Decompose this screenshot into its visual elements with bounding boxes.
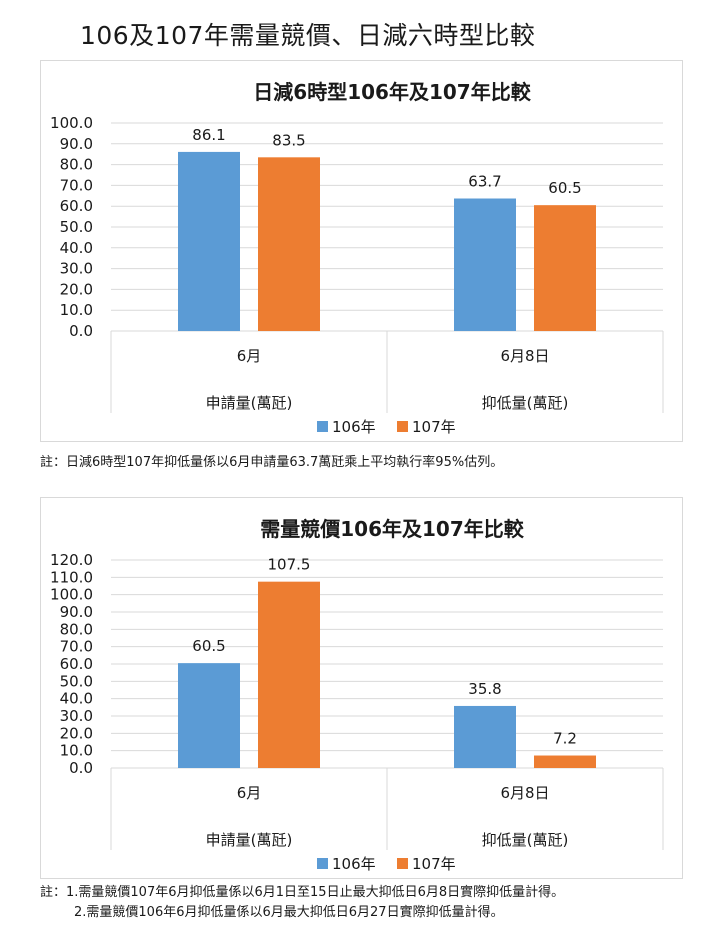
x-group-label: 抑低量(萬瓩) xyxy=(482,394,569,412)
y-tick-label: 110.0 xyxy=(50,568,93,586)
y-tick-label: 50.0 xyxy=(60,672,93,690)
y-tick-label: 70.0 xyxy=(60,176,93,194)
legend-swatch xyxy=(317,421,328,432)
legend-swatch xyxy=(317,858,328,869)
y-tick-label: 80.0 xyxy=(60,620,93,638)
bar-series1 xyxy=(454,198,516,331)
chart2-note: 註：1.需量競價107年6月抑低量係以6月1日至15日止最大抑低日6月8日實際抑… xyxy=(40,883,564,923)
y-tick-label: 100.0 xyxy=(50,586,93,604)
data-label: 35.8 xyxy=(468,680,501,698)
chart2-note-line1: 註：1.需量競價107年6月抑低量係以6月1日至15日止最大抑低日6月8日實際抑… xyxy=(40,885,565,900)
y-tick-label: 20.0 xyxy=(60,280,93,298)
demand-6hr-chart-svg: 日減6時型106年及107年比較 0.0 10.0 20.0 30.0 40.0 50.0 6… xyxy=(50,80,664,436)
x-group-label: 申請量(萬瓩) xyxy=(206,831,293,849)
bar-series2 xyxy=(534,205,596,331)
y-tick-label: 60.0 xyxy=(60,655,93,673)
data-label: 7.2 xyxy=(553,730,577,748)
y-tick-label: 60.0 xyxy=(60,197,93,215)
y-tick-label: 30.0 xyxy=(60,260,93,278)
y-tick-label: 10.0 xyxy=(60,301,93,319)
chart-title: 需量競價106年及107年比較 xyxy=(260,517,524,541)
y-tick-label: 120.0 xyxy=(50,551,93,569)
legend-swatch xyxy=(397,421,408,432)
data-label: 60.5 xyxy=(548,179,581,197)
x-tick-label: 6月8日 xyxy=(500,347,549,365)
bar-series2 xyxy=(534,755,596,768)
y-tick-label: 70.0 xyxy=(60,638,93,656)
y-tick-label: 40.0 xyxy=(60,690,93,708)
data-label: 63.7 xyxy=(468,173,501,191)
chart1-note: 註：日減6時型107年抑低量係以6月申請量63.7萬瓩乘上平均執行率95%估列。 xyxy=(40,455,504,470)
y-tick-label: 100.0 xyxy=(50,114,93,132)
data-label: 86.1 xyxy=(192,126,225,144)
legend-swatch xyxy=(397,858,408,869)
legend-label: 106年 xyxy=(332,418,376,436)
legend-label: 107年 xyxy=(412,418,456,436)
x-tick-label: 6月 xyxy=(237,347,262,365)
x-tick-label: 6月8日 xyxy=(500,784,549,802)
y-tick-label: 0.0 xyxy=(69,322,93,340)
y-tick-label: 90.0 xyxy=(60,603,93,621)
y-tick-label: 0.0 xyxy=(69,759,93,777)
bar-series2 xyxy=(258,157,320,331)
y-tick-label: 40.0 xyxy=(60,239,93,257)
y-tick-label: 90.0 xyxy=(60,135,93,153)
demand-bidding-chart-svg: 需量競價106年及107年比較0.010.020.030.040.050.060… xyxy=(50,517,664,873)
page-title: 106及107年需量競價、日減六時型比較 xyxy=(80,21,536,50)
bar-series1 xyxy=(454,705,516,768)
chart2-note-line2: 2.需量競價106年6月抑低量係以6月最大抑低日6月27日實際抑低量計得。 xyxy=(74,905,504,920)
bar-series1 xyxy=(178,151,240,331)
x-tick-label: 6月 xyxy=(237,784,262,802)
y-tick-label: 10.0 xyxy=(60,742,93,760)
demand-6hr-chart: 日減6時型106年及107年比較 0.0 10.0 20.0 30.0 40.0 50.0 6… xyxy=(40,60,683,442)
data-label: 107.5 xyxy=(268,556,311,574)
data-label: 60.5 xyxy=(192,637,225,655)
chart-title: 日減6時型106年及107年比較 xyxy=(253,80,531,104)
bar-series1 xyxy=(178,663,240,768)
y-tick-label: 80.0 xyxy=(60,156,93,174)
data-label: 83.5 xyxy=(272,131,305,149)
y-tick-label: 20.0 xyxy=(60,724,93,742)
bar-series2 xyxy=(258,581,320,768)
legend-label: 107年 xyxy=(412,855,456,873)
y-tick-label: 50.0 xyxy=(60,218,93,236)
demand-bidding-chart: 需量競價106年及107年比較 0.0 10.0 20.0 30.0 40.0 50.0 60… xyxy=(40,497,683,879)
legend-label: 106年 xyxy=(332,855,376,873)
y-tick-label: 30.0 xyxy=(60,707,93,725)
x-group-label: 抑低量(萬瓩) xyxy=(482,831,569,849)
x-group-label: 申請量(萬瓩) xyxy=(206,394,293,412)
